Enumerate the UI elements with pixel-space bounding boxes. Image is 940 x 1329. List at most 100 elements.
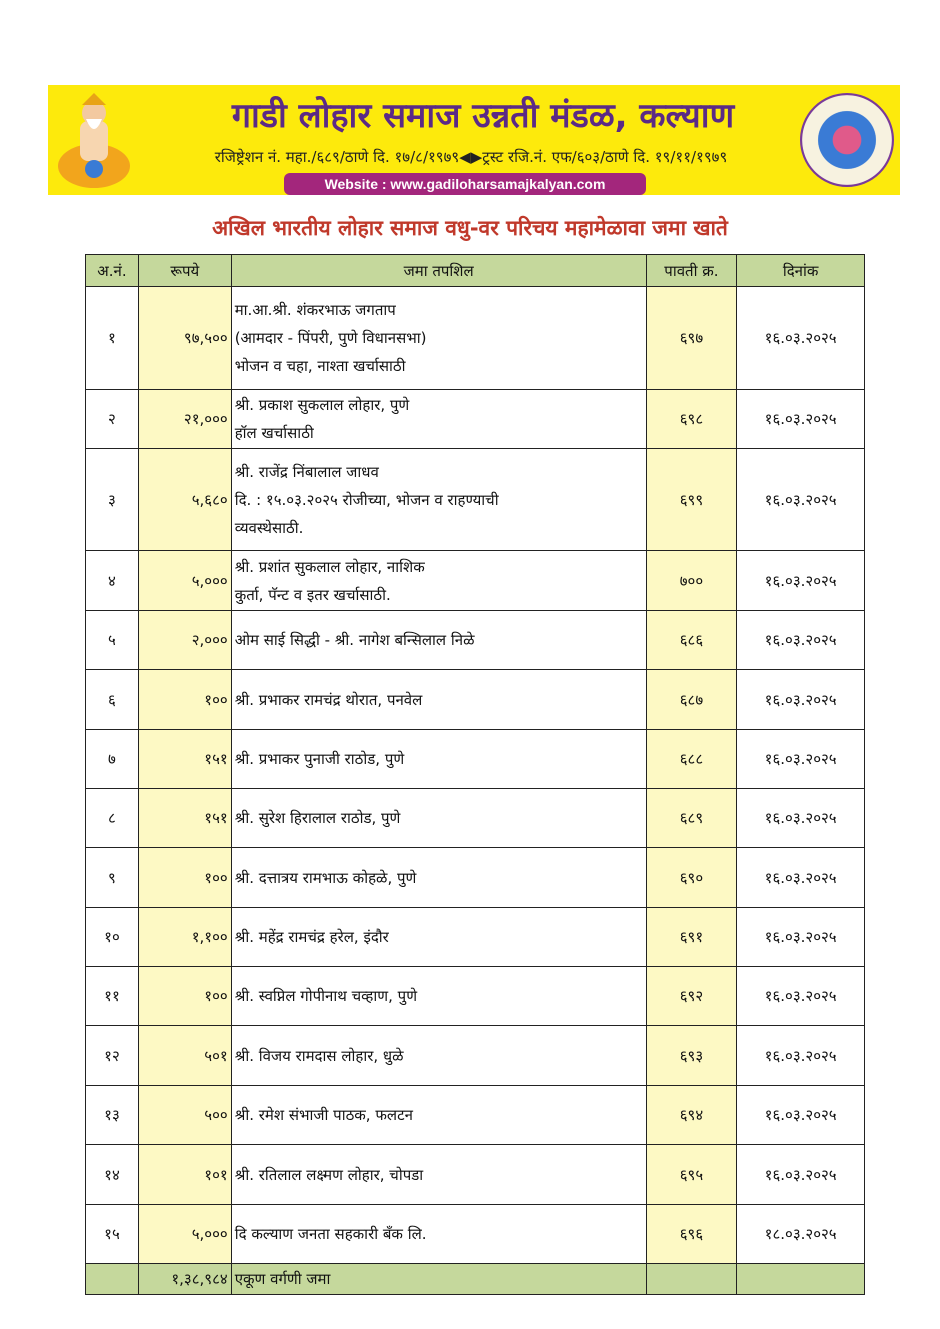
serial-number: २ [85,389,139,449]
receipt-number: ७०० [645,550,738,611]
receipt-number: ६९३ [645,1025,738,1086]
amount: ५,००० [137,550,232,611]
details-line: श्री. दत्तात्रय रामभाऊ कोहळे, पुणे [234,868,417,887]
date: १६.०३.२०२५ [736,669,865,730]
amount: २,००० [137,610,232,670]
receipt-number: ६८९ [645,788,738,848]
table-header-row: अ.नं. रूपये जमा तपशिल पावती क्र. दिनांक [85,254,865,287]
details: श्री. स्वप्निल गोपीनाथ चव्हाण, पुणे [230,966,647,1026]
details-line: दि. : १५.०३.२०२५ रोजीच्या, भोजन व राहण्य… [234,490,499,509]
table-row: ४ ५,००० श्री. प्रशांत सुकलाल लोहार, नाशिक क… [85,550,865,611]
details: श्री. सुरेश हिरालाल राठोड, पुणे [230,788,647,848]
receipt-number: ६९८ [645,389,738,449]
table-row: १३ ५०० श्री. रमेश संभाजी पाठक, फलटन ६९४ १६.०… [85,1085,865,1145]
receipt-number: ६९५ [645,1144,738,1205]
date: १६.०३.२०२५ [736,788,865,848]
serial-number: ५ [85,610,139,670]
details-line: (आमदार - पिंपरी, पुणे विधानसभा) [234,329,427,347]
website-link[interactable]: Website : www.gadiloharsamajkalyan.com [284,173,646,195]
table-row: १ ९७,५०० मा.आ.श्री. शंकरभाऊ जगताप (आमदार - … [85,286,865,390]
details-line: हॉल खर्चासाठी [234,424,314,442]
details-line: श्री. रमेश संभाजी पाठक, फलटन [234,1106,413,1124]
date: १६.०३.२०२५ [736,1085,865,1145]
table-row: ११ १०० श्री. स्वप्निल गोपीनाथ चव्हाण, पुणे… [85,966,865,1026]
table-row: ३ ५,६८० श्री. राजेंद्र निंबालाल जाधव दि. : … [85,448,865,551]
serial-number: १४ [85,1144,139,1205]
details: श्री. प्रभाकर रामचंद्र थोरात, पनवेल [230,669,647,730]
date: १६.०३.२०२५ [736,729,865,789]
details: श्री. प्रकाश सुकलाल लोहार, पुणे हॉल खर्चा… [230,389,647,449]
receipt-number: ६९४ [645,1085,738,1145]
receipt-number: ६८७ [645,669,738,730]
details-line: श्री. स्वप्निल गोपीनाथ चव्हाण, पुणे [234,987,418,1005]
date: १८.०३.२०२५ [736,1204,865,1264]
amount: १०० [137,966,232,1026]
details: श्री. प्रशांत सुकलाल लोहार, नाशिक कुर्ता,… [230,550,647,611]
date: १६.०३.२०२५ [736,550,865,611]
table-row: १५ ५,००० दि कल्याण जनता सहकारी बँक लि. ६९६ १… [85,1204,865,1264]
details: मा.आ.श्री. शंकरभाऊ जगताप (आमदार - पिंपरी,… [230,286,647,390]
date: १६.०३.२०२५ [736,1144,865,1205]
table-row: २ २१,००० श्री. प्रकाश सुकलाल लोहार, पुणे हॉ… [85,389,865,449]
amount: ५,००० [137,1204,232,1264]
receipt-number: ६९२ [645,966,738,1026]
organization-name: गाडी लोहार समाज उन्नती मंडळ, कल्याण [231,96,735,136]
serial-number: ७ [85,729,139,789]
amount: १५१ [137,788,232,848]
details-line: ओम साई सिद्धी - श्री. नागेश बन्सिलाल निळ… [234,631,475,649]
details: श्री. महेंद्र रामचंद्र हरेल, इंदौर [230,907,647,967]
receipt-number: ६९१ [645,907,738,967]
table-row: १४ १०१ श्री. रतिलाल लक्ष्मण लोहार, चोपडा ६९… [85,1144,865,1205]
details-line: श्री. प्रभाकर रामचंद्र थोरात, पनवेल [234,690,423,709]
column-header-serial: अ.नं. [85,254,139,287]
collections-table: अ.नं. रूपये जमा तपशिल पावती क्र. दिनांक … [85,254,865,1295]
date: १६.०३.२०२५ [736,907,865,967]
serial-number: ६ [85,669,139,730]
details-line: दि कल्याण जनता सहकारी बँक लि. [234,1225,427,1243]
date: १६.०३.२०२५ [736,966,865,1026]
serial-number: ३ [85,448,139,551]
serial-number: ९ [85,847,139,908]
details-line: भोजन व चहा, नाश्ता खर्चासाठी [234,357,406,375]
table-row: ६ १०० श्री. प्रभाकर रामचंद्र थोरात, पनवेल ६… [85,669,865,730]
receipt-number: ६९७ [645,286,738,390]
serial-number: १५ [85,1204,139,1264]
details-line: श्री. सुरेश हिरालाल राठोड, पुणे [234,809,401,827]
amount: १,१०० [137,907,232,967]
serial-number: १ [85,286,139,390]
date: १६.०३.२०२५ [736,286,865,390]
header-banner: गाडी लोहार समाज उन्नती मंडळ, कल्याण रजिष… [48,85,900,195]
vishwakarma-deity-image [58,93,130,188]
table-row: ५ २,००० ओम साई सिद्धी - श्री. नागेश बन्सिल… [85,610,865,670]
registration-details: रजिष्ट्रेशन नं. महा./६८९/ठाणे दि. १७/८/१… [214,148,728,166]
receipt-number: ६९० [645,847,738,908]
details: श्री. राजेंद्र निंबालाल जाधव दि. : १५.०३.… [230,448,647,551]
details: दि कल्याण जनता सहकारी बँक लि. [230,1204,647,1264]
details: श्री. रमेश संभाजी पाठक, फलटन [230,1085,647,1145]
receipt-number: ६९६ [645,1204,738,1264]
details: श्री. रतिलाल लक्ष्मण लोहार, चोपडा [230,1144,647,1205]
total-row: १,३८,९८४ एकूण वर्गणी जमा [85,1263,865,1295]
details-line: श्री. प्रभाकर पुनाजी राठोड, पुणे [234,750,405,768]
column-header-amount: रूपये [137,254,232,287]
amount: ५०१ [137,1025,232,1086]
details-line: कुर्ता, पॅन्ट व इतर खर्चासाठी. [234,585,391,604]
serial-number: १० [85,907,139,967]
details-line: श्री. विजय रामदास लोहार, धुळे [234,1046,404,1065]
amount: ९७,५०० [137,286,232,390]
details-line: व्यवस्थेसाठी. [234,518,304,537]
receipt-number: ६९९ [645,448,738,551]
organization-seal-logo [800,93,894,187]
serial-number: १३ [85,1085,139,1145]
total-label: एकूण वर्गणी जमा [230,1263,647,1295]
amount: ५०० [137,1085,232,1145]
date: १६.०३.२०२५ [736,448,865,551]
date: १६.०३.२०२५ [736,1025,865,1086]
amount: १०० [137,669,232,730]
details: श्री. विजय रामदास लोहार, धुळे [230,1025,647,1086]
document-title: अखिल भारतीय लोहार समाज वधु-वर परिचय महाम… [212,216,728,240]
amount: १५१ [137,729,232,789]
date: १६.०३.२०२५ [736,847,865,908]
date: १६.०३.२०२५ [736,610,865,670]
details-line: श्री. प्रशांत सुकलाल लोहार, नाशिक [234,557,425,576]
